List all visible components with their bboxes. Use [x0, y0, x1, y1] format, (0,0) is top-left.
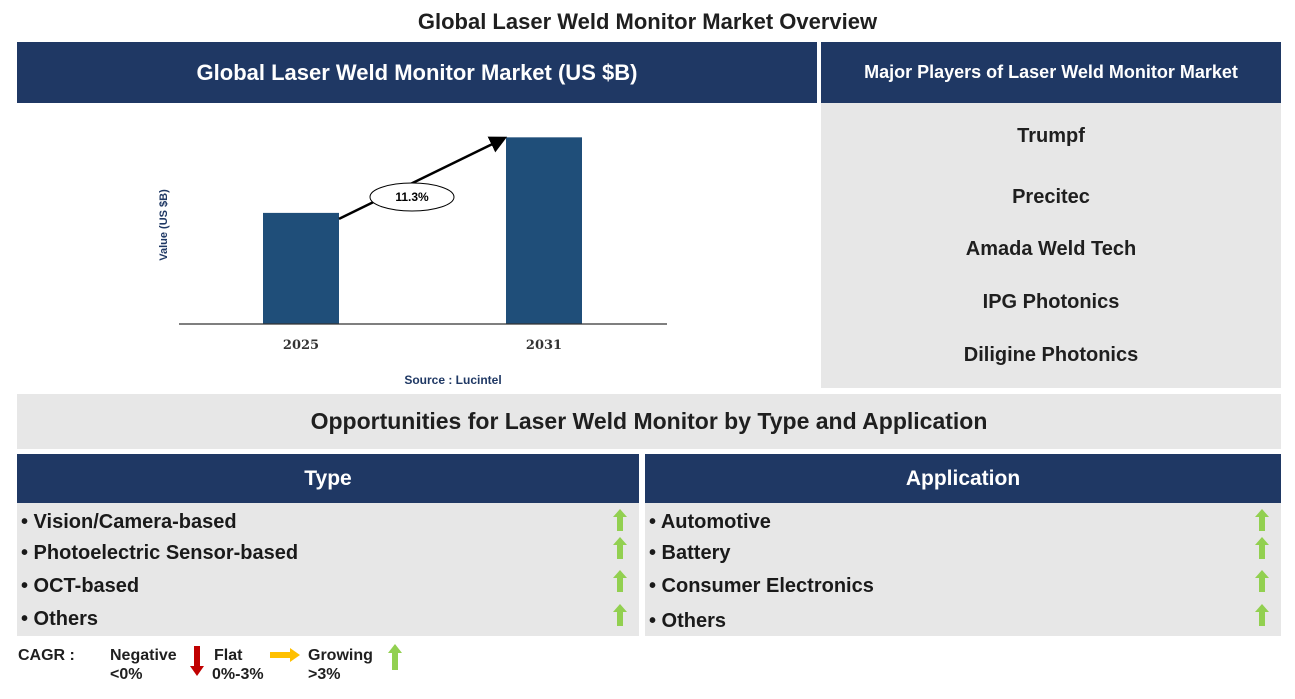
- type-item: • Others: [21, 608, 99, 630]
- player-item: IPG Photonics: [982, 291, 1120, 313]
- type-panel: • Vision/Camera-based • Photoelectric Se…: [17, 503, 639, 636]
- type-item: • Vision/Camera-based: [21, 511, 237, 533]
- cagr-ellipse: [369, 182, 455, 212]
- application-panel: • Automotive • Battery • Consumer Electr…: [645, 503, 1281, 636]
- flat-arrow-icon: [270, 648, 300, 662]
- application-item: • Battery: [649, 542, 731, 564]
- legend-flat-range: 0%-3%: [212, 666, 264, 683]
- players-header: Major Players of Laser Weld Monitor Mark…: [821, 42, 1281, 103]
- player-item: Trumpf: [1017, 125, 1085, 147]
- legend-negative-label: Negative: [110, 647, 177, 664]
- cagr-value: 11.3%: [395, 190, 429, 204]
- bar-2025: [263, 212, 339, 324]
- growing-arrow-icon: [1255, 604, 1269, 626]
- page-title: Global Laser Weld Monitor Market Overvie…: [417, 9, 878, 34]
- growing-arrow-icon: [1255, 509, 1269, 531]
- growing-arrow-icon: [613, 509, 627, 531]
- y-axis-label: Value (US $B): [158, 189, 170, 261]
- market-chart: Value (US $B) 2025 2031 11.3% Source : Lu…: [17, 103, 817, 390]
- growing-arrow-icon: [613, 537, 627, 559]
- cagr-legend: CAGR : Negative <0% Flat 0%-3% Growing >…: [0, 640, 600, 695]
- chart-header: Global Laser Weld Monitor Market (US $B): [17, 42, 817, 103]
- legend-growing-label: Growing: [308, 647, 373, 664]
- x-tick-label: 2031: [526, 338, 562, 353]
- player-item: Amada Weld Tech: [965, 238, 1137, 260]
- player-item: Diligine Photonics: [963, 344, 1139, 366]
- legend-growing-range: >3%: [308, 666, 341, 683]
- cagr-arrow: [338, 136, 508, 221]
- type-item: • Photoelectric Sensor-based: [21, 542, 299, 564]
- application-item: • Others: [649, 610, 727, 632]
- growing-arrow-icon: [1255, 570, 1269, 592]
- growing-arrow-icon: [388, 644, 402, 670]
- x-tick-label: 2025: [283, 338, 319, 353]
- application-item: • Consumer Electronics: [649, 575, 874, 597]
- cagr-label: CAGR :: [18, 647, 75, 664]
- legend-negative-range: <0%: [110, 666, 143, 683]
- application-header: Application: [645, 454, 1281, 503]
- growing-arrow-icon: [613, 604, 627, 626]
- application-item: • Automotive: [649, 511, 771, 533]
- growing-arrow-icon: [1255, 537, 1269, 559]
- players-panel: Trumpf Precitec Amada Weld Tech IPG Phot…: [821, 103, 1281, 388]
- growing-arrow-icon: [613, 570, 627, 592]
- type-item: • OCT-based: [21, 575, 140, 597]
- negative-arrow-icon: [190, 646, 204, 676]
- opportunities-title: Opportunities for Laser Weld Monitor by …: [17, 394, 1281, 449]
- bar-chart-svg: Value (US $B) 2025 2031 11.3%: [158, 136, 667, 353]
- legend-flat-label: Flat: [214, 647, 243, 664]
- type-header: Type: [17, 454, 639, 503]
- chart-source: Source : Lucintel: [404, 373, 502, 387]
- player-item: Precitec: [1012, 186, 1090, 208]
- bar-2031: [506, 137, 582, 324]
